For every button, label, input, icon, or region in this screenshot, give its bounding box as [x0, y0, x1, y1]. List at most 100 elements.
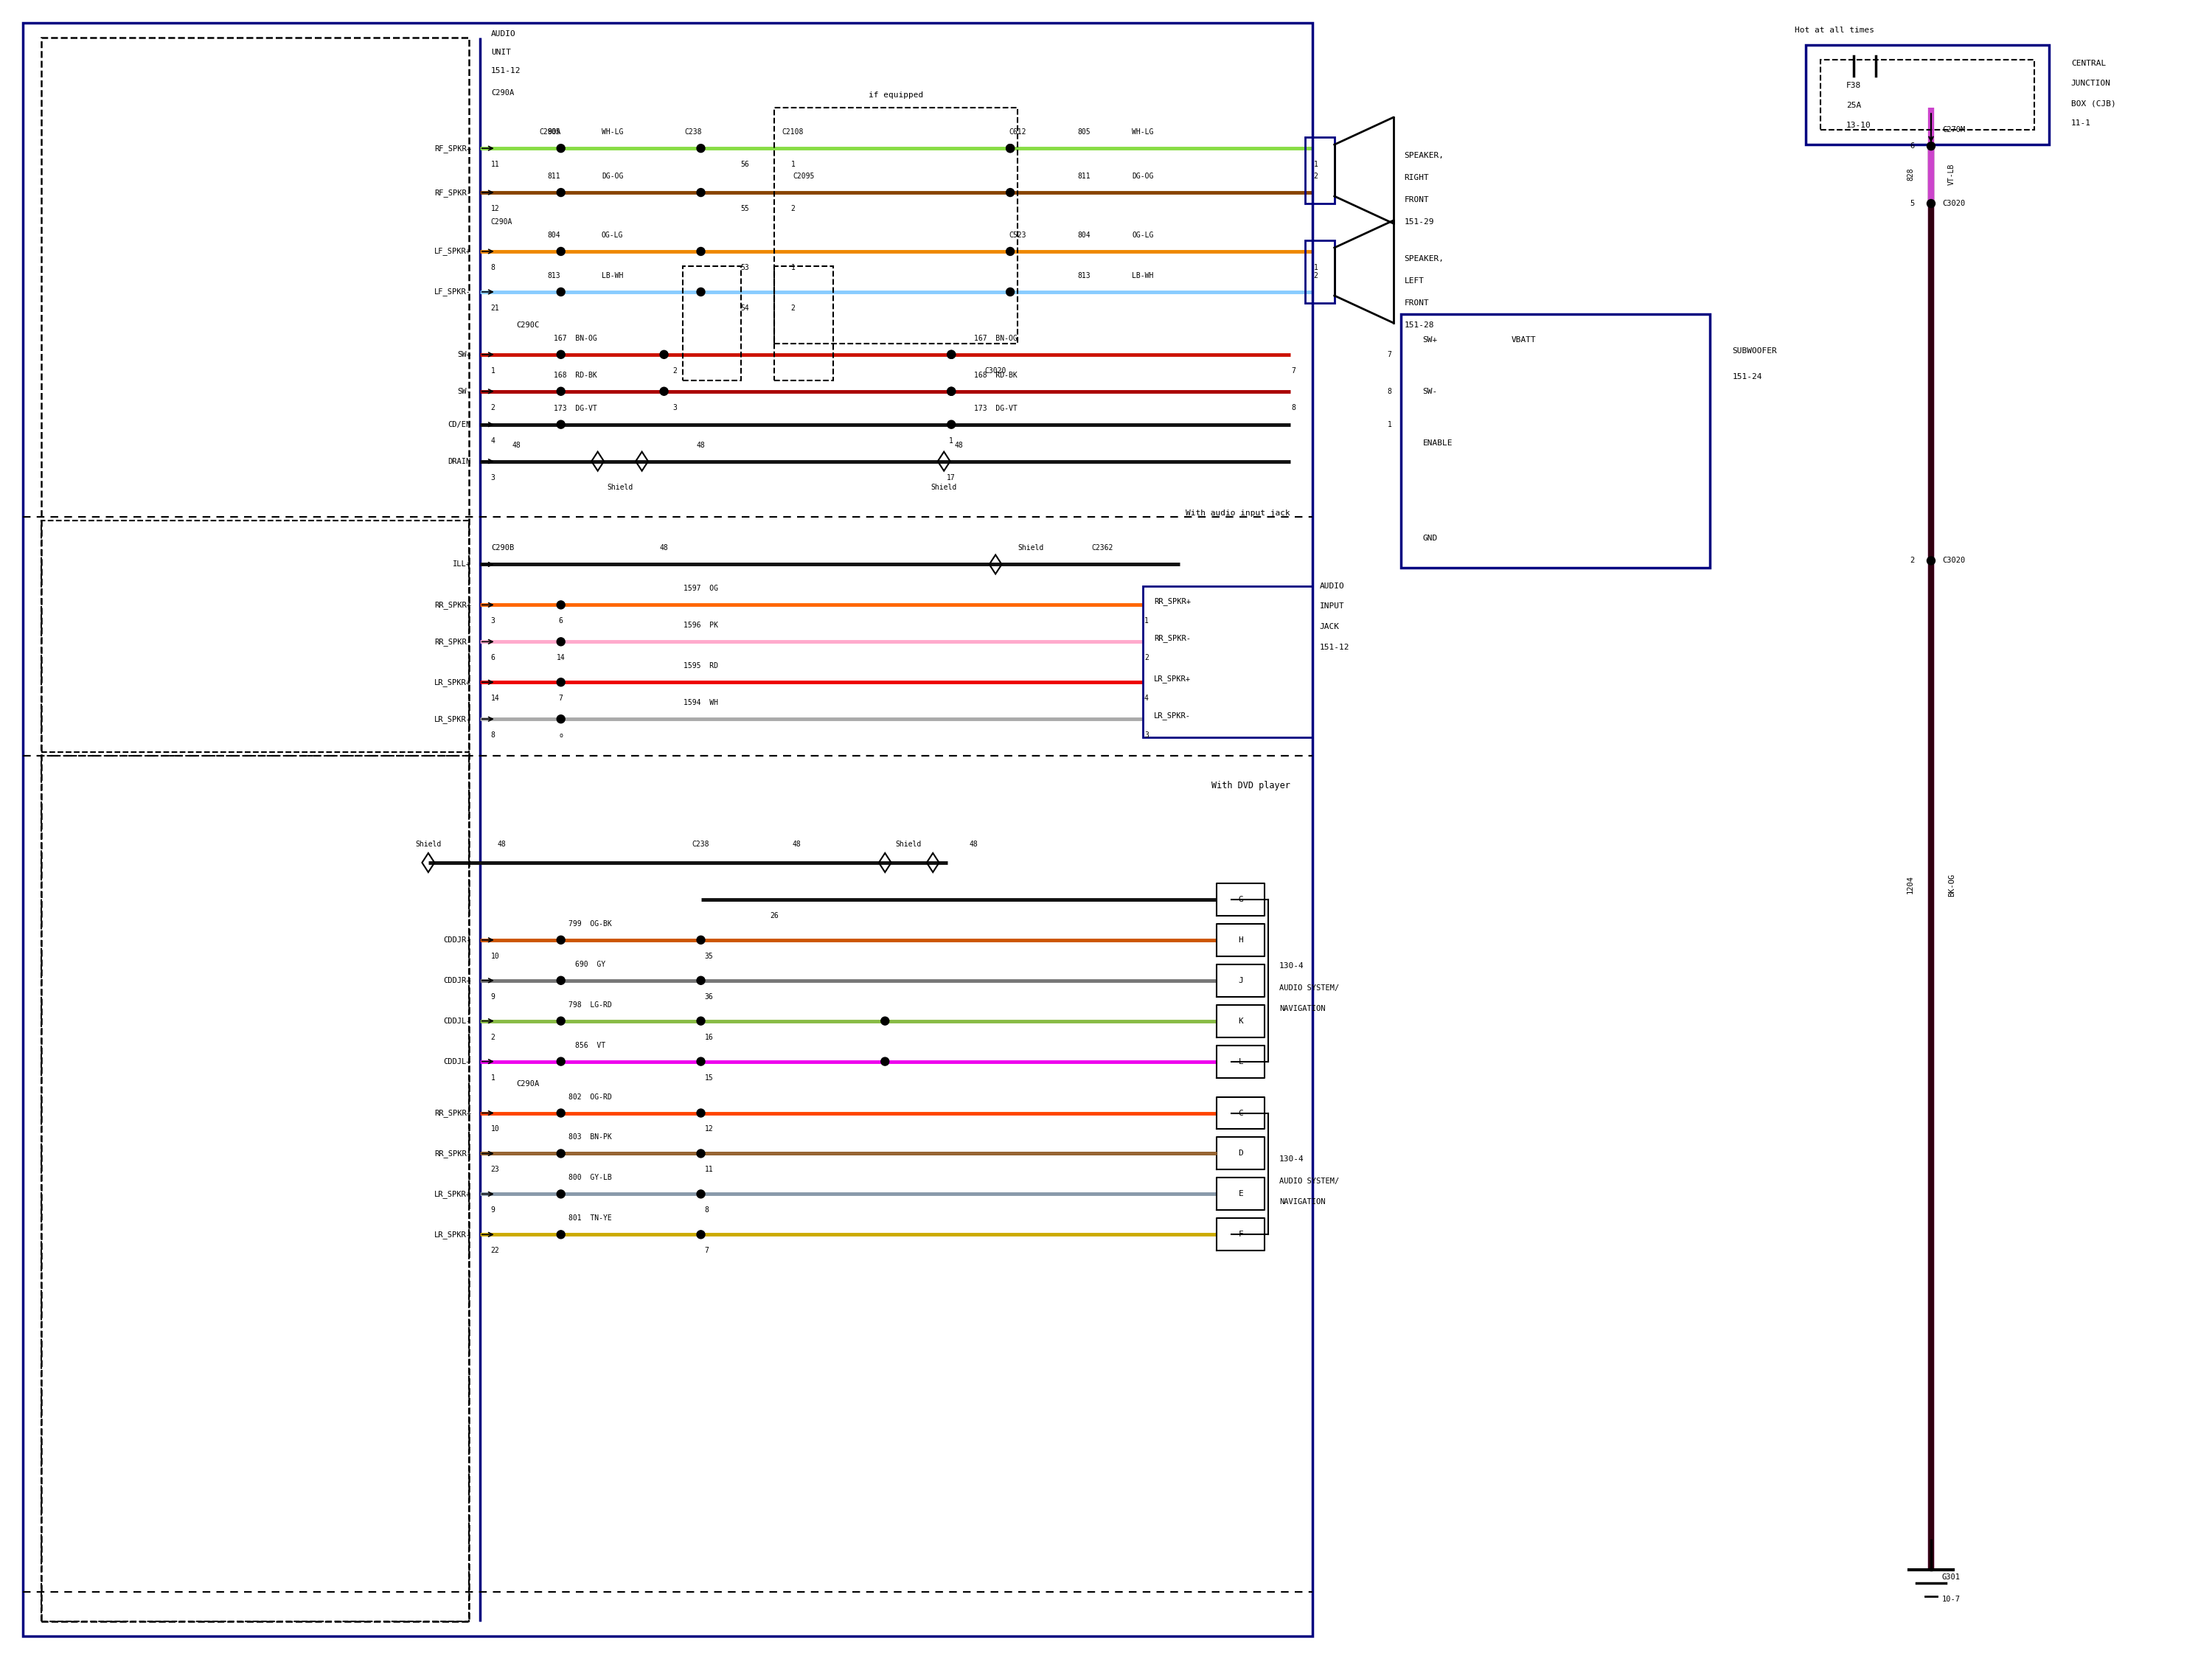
Text: 48: 48: [969, 841, 978, 848]
Text: C290A: C290A: [540, 128, 560, 136]
Text: FRONT: FRONT: [1405, 299, 1429, 307]
Bar: [1400, 314, 1710, 567]
Text: 16: 16: [706, 1034, 712, 1040]
Text: C612: C612: [1009, 128, 1026, 136]
Text: VT-LB: VT-LB: [1949, 163, 1955, 184]
Circle shape: [947, 420, 956, 428]
Text: AUDIO SYSTEM/: AUDIO SYSTEM/: [1279, 984, 1338, 992]
Bar: [774, 108, 1018, 343]
Circle shape: [1006, 289, 1015, 295]
Circle shape: [947, 387, 956, 395]
Text: 55: 55: [741, 206, 750, 212]
Text: C290B: C290B: [491, 544, 513, 552]
Text: 1: 1: [1314, 161, 1318, 168]
Text: 10: 10: [491, 952, 500, 961]
Text: 1595  RD: 1595 RD: [684, 662, 719, 670]
Text: 36: 36: [706, 994, 712, 1000]
Circle shape: [557, 247, 564, 255]
Text: AUDIO: AUDIO: [491, 30, 515, 38]
Text: 12: 12: [706, 1125, 712, 1133]
Text: 48: 48: [513, 441, 522, 450]
Text: 7: 7: [1387, 350, 1391, 358]
Text: 8: 8: [491, 732, 495, 738]
Text: LR_SPKR+: LR_SPKR+: [434, 1190, 471, 1198]
Text: 1: 1: [1144, 617, 1148, 625]
Text: RR_SPKR+: RR_SPKR+: [434, 1108, 471, 1117]
Text: 805: 805: [546, 128, 560, 136]
Text: SW-: SW-: [458, 388, 471, 395]
Text: JUNCTION: JUNCTION: [2070, 80, 2110, 88]
Text: 2: 2: [672, 367, 677, 375]
Text: WH-LG: WH-LG: [1133, 128, 1155, 136]
Circle shape: [557, 387, 564, 395]
Bar: [774, 265, 834, 380]
Circle shape: [557, 289, 564, 295]
Text: ILL+: ILL+: [453, 561, 471, 567]
Circle shape: [1006, 144, 1015, 153]
Text: G: G: [1239, 896, 1243, 902]
Text: SW-: SW-: [1422, 388, 1438, 395]
Bar: [22, 23, 1312, 1636]
Text: 130-4: 130-4: [1279, 962, 1305, 969]
Text: Shield: Shield: [606, 483, 633, 491]
Text: 8: 8: [1292, 403, 1296, 411]
Text: 1594  WH: 1594 WH: [684, 698, 719, 707]
Text: 21: 21: [491, 304, 500, 312]
Circle shape: [557, 601, 564, 609]
Circle shape: [557, 637, 564, 645]
Text: With audio input jack: With audio input jack: [1186, 509, 1290, 516]
Circle shape: [557, 350, 564, 358]
Circle shape: [557, 189, 564, 196]
Bar: [1144, 587, 1312, 738]
Text: SW+: SW+: [1422, 337, 1438, 343]
Text: 5: 5: [1911, 199, 1916, 207]
Text: 25A: 25A: [1847, 101, 1860, 109]
Text: VBATT: VBATT: [1511, 337, 1535, 343]
Text: CDDJL+: CDDJL+: [442, 1058, 471, 1065]
Text: SW+: SW+: [458, 350, 471, 358]
Circle shape: [880, 1057, 889, 1065]
Text: Shield: Shield: [931, 483, 958, 491]
Text: 151-24: 151-24: [1732, 373, 1763, 380]
Text: 1: 1: [1314, 264, 1318, 272]
Text: 804: 804: [1077, 232, 1091, 239]
Text: 17: 17: [947, 474, 956, 481]
Text: LR_SPKR+: LR_SPKR+: [434, 679, 471, 687]
Bar: [42, 38, 469, 1621]
Text: Shield: Shield: [896, 841, 922, 848]
Text: 3: 3: [491, 474, 495, 481]
Text: LB-WH: LB-WH: [602, 272, 624, 279]
Circle shape: [697, 189, 706, 196]
Text: 26: 26: [770, 912, 779, 919]
Text: UNIT: UNIT: [491, 48, 511, 56]
Text: 4: 4: [1144, 695, 1148, 702]
Text: 802  OG-RD: 802 OG-RD: [568, 1093, 613, 1100]
Text: RR_SPKR-: RR_SPKR-: [434, 637, 471, 645]
Circle shape: [557, 1190, 564, 1198]
Text: 6: 6: [1911, 143, 1916, 149]
Circle shape: [697, 1190, 706, 1198]
Text: LR_SPKR-: LR_SPKR-: [434, 715, 471, 723]
Text: 48: 48: [697, 441, 706, 450]
Text: AUDIO SYSTEM/: AUDIO SYSTEM/: [1279, 1178, 1338, 1185]
Text: 48: 48: [498, 841, 507, 848]
Text: 1: 1: [790, 161, 794, 168]
Text: 12: 12: [491, 206, 500, 212]
Circle shape: [557, 1108, 564, 1117]
Circle shape: [697, 1231, 706, 1239]
Text: 173  DG-VT: 173 DG-VT: [553, 405, 597, 411]
Text: 7: 7: [706, 1248, 708, 1254]
Text: FRONT: FRONT: [1405, 196, 1429, 204]
Text: INPUT: INPUT: [1321, 602, 1345, 611]
Text: 56: 56: [741, 161, 750, 168]
Text: 3: 3: [491, 617, 495, 625]
Text: C523: C523: [1009, 232, 1026, 239]
Text: 7: 7: [1292, 367, 1296, 375]
Circle shape: [557, 977, 564, 984]
Text: C290A: C290A: [491, 90, 513, 96]
Text: 2: 2: [491, 403, 495, 411]
Circle shape: [697, 1108, 706, 1117]
Text: 2: 2: [1911, 557, 1916, 564]
Text: 8: 8: [491, 264, 495, 272]
Circle shape: [697, 144, 706, 153]
